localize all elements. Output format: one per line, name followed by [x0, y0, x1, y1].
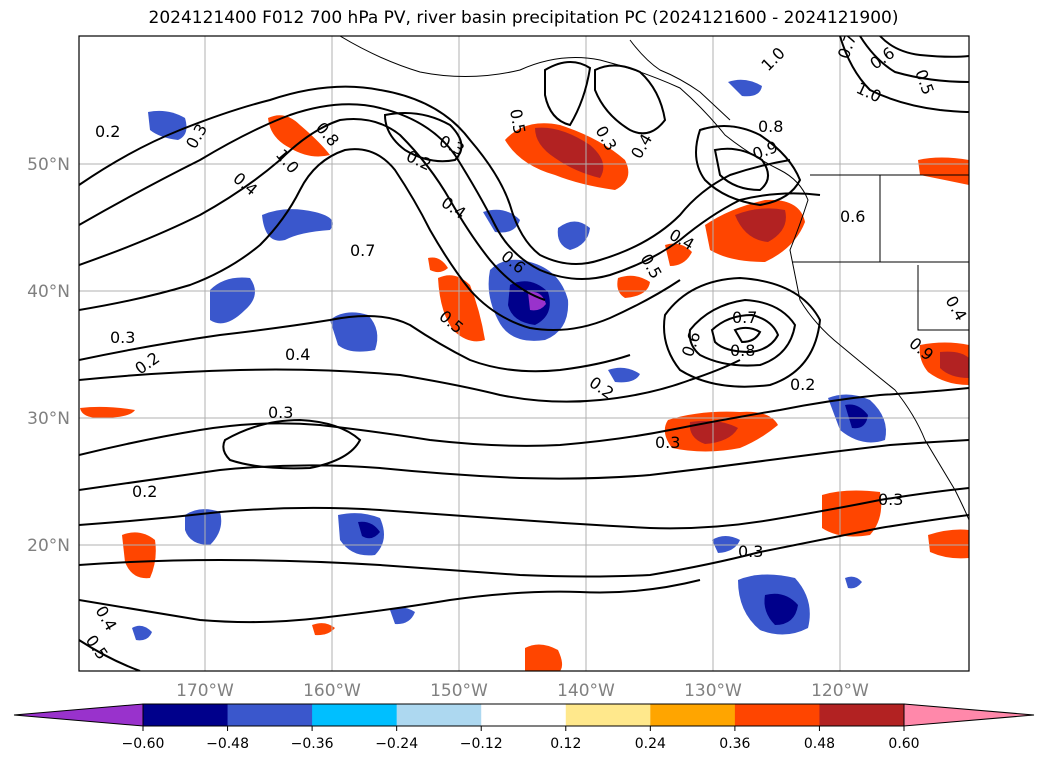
colorbar-segment: [650, 704, 736, 726]
colorbar-extension-low: [13, 703, 144, 727]
svg-text:0.3: 0.3: [110, 328, 135, 347]
colorbar-tick-label: 0.24: [635, 736, 666, 752]
colorbar-extension-high: [903, 703, 1035, 727]
colorbar-segment: [565, 704, 651, 726]
lon-label: 150°W: [430, 681, 488, 701]
colorbar-tick-label: −0.24: [375, 736, 418, 752]
svg-text:0.3: 0.3: [655, 433, 680, 452]
colorbar-tick-label: 0.36: [719, 736, 750, 752]
svg-text:0.2: 0.2: [132, 482, 157, 501]
lon-label: 170°W: [176, 681, 234, 701]
svg-text:0.5: 0.5: [506, 107, 529, 135]
svg-text:0.4: 0.4: [285, 345, 310, 364]
lon-label: 130°W: [684, 681, 742, 701]
colorbar-tick-label: 0.12: [550, 736, 581, 752]
svg-text:0.7: 0.7: [732, 308, 757, 327]
colorbar-tick-label: −0.48: [206, 736, 249, 752]
colorbar-tick-label: −0.36: [291, 736, 334, 752]
svg-text:0.6: 0.6: [840, 207, 865, 226]
colorbar-segment: [227, 704, 313, 726]
colorbar-tick-label: −0.60: [122, 736, 165, 752]
svg-text:0.8: 0.8: [730, 341, 755, 360]
colorbar-segment: [481, 704, 567, 726]
longitude-labels: 170°W 160°W 150°W 140°W 130°W 120°W: [176, 681, 869, 701]
colorbar-segment: [396, 704, 482, 726]
lon-label: 120°W: [811, 681, 869, 701]
svg-text:0.2: 0.2: [95, 122, 120, 141]
colorbar-tick-label: 0.60: [888, 736, 919, 752]
svg-text:0.3: 0.3: [878, 490, 903, 509]
pv-contours: [79, 36, 969, 671]
svg-text:0.3: 0.3: [738, 542, 763, 561]
colorbar-ticks: −0.60 −0.48 −0.36 −0.24 −0.12 0.12 0.24 0.36 0.4…: [122, 726, 920, 752]
colorbar-segment: [734, 704, 820, 726]
colorbar-segment: [312, 704, 398, 726]
map-frame: [78, 35, 970, 672]
colorbar-segment: [819, 704, 905, 726]
colorbar: [13, 703, 1035, 727]
lat-label: 40°N: [27, 282, 70, 302]
svg-text:0.3: 0.3: [268, 403, 293, 422]
lat-label: 50°N: [27, 155, 70, 175]
colorbar-segment: [143, 704, 229, 726]
svg-text:0.2: 0.2: [790, 375, 815, 394]
svg-text:0.8: 0.8: [758, 117, 783, 136]
latitude-labels: 50°N 40°N 30°N 20°N: [27, 155, 70, 556]
lat-label: 30°N: [27, 409, 70, 429]
coastlines: [339, 36, 969, 521]
map-title: 2024121400 F012 700 hPa PV, river basin …: [148, 8, 899, 28]
svg-text:0.7: 0.7: [350, 241, 375, 260]
lon-label: 140°W: [557, 681, 615, 701]
colorbar-border: [142, 703, 905, 727]
colorbar-tick-label: −0.12: [460, 736, 503, 752]
colorbar-tick-label: 0.48: [804, 736, 835, 752]
lon-label: 160°W: [303, 681, 361, 701]
lat-label: 20°N: [27, 536, 70, 556]
